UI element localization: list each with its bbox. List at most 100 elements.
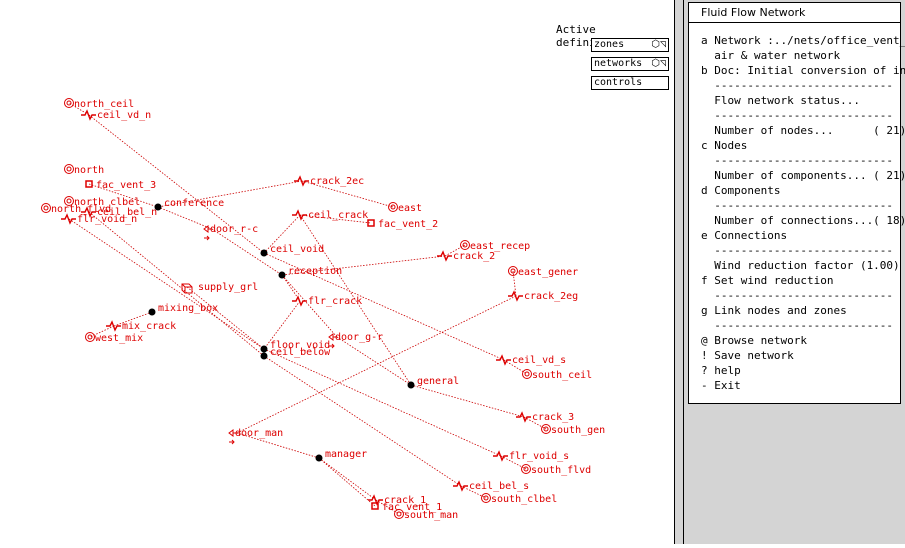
node-label: crack_2eg xyxy=(524,291,578,302)
connection-line xyxy=(236,295,517,434)
network-item-south_clbel[interactable]: south_clbel xyxy=(481,493,558,506)
network-item-fac_vent_2[interactable]: fac_vent_2 xyxy=(367,219,438,230)
network-item-flr_crack[interactable]: flr_crack xyxy=(292,295,362,307)
network-item-south_flvd[interactable]: south_flvd xyxy=(521,464,592,477)
network-item-conference[interactable]: conference xyxy=(154,198,225,211)
connection-line xyxy=(263,348,502,457)
network-diagram[interactable]: conferenceceil_voidreceptionmixing_boxfl… xyxy=(0,0,675,544)
door-component-icon xyxy=(203,225,212,233)
connection-line xyxy=(336,336,412,386)
network-item-ceil_crack[interactable]: ceil_crack xyxy=(292,209,368,221)
node-label: door_r-c xyxy=(210,224,258,235)
connection-line xyxy=(299,214,412,386)
node-label: south_flvd xyxy=(531,465,591,476)
node-dot-icon xyxy=(260,345,268,353)
network-item-ceil_below[interactable]: ceil_below xyxy=(260,347,332,360)
connection-line xyxy=(186,286,265,350)
network-item-fac_vent_3[interactable]: fac_vent_3 xyxy=(85,180,156,191)
node-label: east_recep xyxy=(470,241,530,252)
network-item-west_mix[interactable]: west_mix xyxy=(85,332,144,345)
boundary-node-icon xyxy=(521,464,531,474)
zones-toggle[interactable]: zones ⬡◹ xyxy=(591,38,669,52)
network-item-east[interactable]: east xyxy=(388,202,423,215)
crack-component-icon xyxy=(368,494,383,506)
network-item-ceil_vd_s[interactable]: ceil_vd_s xyxy=(496,354,566,366)
door-component-icon xyxy=(328,333,337,341)
network-item-crack_2[interactable]: crack_2 xyxy=(437,250,495,262)
door-component-icon xyxy=(228,429,237,437)
network-item-door_g-r[interactable]: door_g-r xyxy=(328,332,383,349)
controls-toggle[interactable]: controls xyxy=(591,76,669,90)
network-item-supply_grl[interactable]: supply_grl xyxy=(181,282,258,294)
network-item-door_man[interactable]: door_man xyxy=(228,428,283,445)
menu-item-browse[interactable]: @ Browse network xyxy=(701,334,807,347)
network-item-ceil_bel_s[interactable]: ceil_bel_s xyxy=(453,480,529,492)
connection-line xyxy=(236,432,320,459)
network-item-flr_void_n[interactable]: flr_void_n xyxy=(61,213,137,225)
network-item-north_clbel[interactable]: north_clbel xyxy=(64,196,141,209)
node-label: conference xyxy=(164,198,224,209)
network-item-crack_3[interactable]: crack_3 xyxy=(516,411,574,423)
menu-title: Fluid Flow Network xyxy=(689,3,900,23)
network-item-crack_2ec[interactable]: crack_2ec xyxy=(294,175,364,187)
panel-divider[interactable] xyxy=(675,0,684,544)
network-item-crack_2eg[interactable]: crack_2eg xyxy=(508,290,578,302)
networks-toggle[interactable]: networks ⬡◹ xyxy=(591,57,669,71)
node-label: north_clbel xyxy=(74,197,140,208)
network-item-general[interactable]: general xyxy=(407,376,460,389)
node-dot-icon xyxy=(407,381,415,389)
node-label: fac_vent_3 xyxy=(96,180,156,191)
menu-item-help[interactable]: ? help xyxy=(701,364,741,377)
menu-item-wind-reduction[interactable]: f Set wind reduction xyxy=(701,274,834,287)
menu-item-components[interactable]: d Components xyxy=(701,184,781,197)
node-label: ceil_vd_n xyxy=(97,110,151,121)
menu-item-nodes[interactable]: c Nodes xyxy=(701,139,748,152)
network-item-ceil_vd_n[interactable]: ceil_vd_n xyxy=(81,109,151,121)
connection-line xyxy=(281,274,301,302)
node-label: crack_1 xyxy=(384,495,426,506)
network-item-ceil_bel_n[interactable]: ceil_bel_n xyxy=(81,206,157,218)
network-item-manager[interactable]: manager xyxy=(315,449,368,462)
crack-component-icon xyxy=(292,295,307,307)
node-label: mixing_box xyxy=(158,303,218,314)
node-label: manager xyxy=(325,449,367,460)
network-item-north_ceil[interactable]: north_ceil xyxy=(64,98,135,111)
network-item-mixing_box[interactable]: mixing_box xyxy=(148,303,219,316)
network-item-mix_crack[interactable]: mix_crack xyxy=(106,320,176,332)
menu-doc[interactable]: b Doc: Initial conversion of in xyxy=(701,64,905,77)
network-canvas[interactable]: conference ceil_void reception mixing_box fl… xyxy=(0,0,675,544)
network-item-crack_1[interactable]: crack_1 xyxy=(368,494,426,506)
menu-item-save[interactable]: ! Save network xyxy=(701,349,794,362)
connection-line xyxy=(301,180,394,208)
menu-item-link-nodes[interactable]: g Link nodes and zones xyxy=(701,304,847,317)
node-label: general xyxy=(417,376,459,387)
node-label: door_g-r xyxy=(335,332,383,343)
node-dot-icon xyxy=(260,352,268,360)
crack-component-icon xyxy=(294,175,309,187)
network-item-reception[interactable]: reception xyxy=(278,266,343,279)
network-item-north[interactable]: north xyxy=(64,164,105,177)
network-item-east_recep[interactable]: east_recep xyxy=(460,240,531,253)
network-item-east_gener[interactable]: east_gener xyxy=(508,266,579,279)
boundary-node-icon xyxy=(64,196,74,206)
network-item-ceil_void[interactable]: ceil_void xyxy=(260,244,325,257)
vent-component-icon xyxy=(371,502,379,510)
network-item-floor_void[interactable]: floor_void xyxy=(260,340,331,353)
connection-line xyxy=(512,270,517,297)
menu-network-path[interactable]: a Network :../nets/office_vent_n xyxy=(701,34,905,47)
crack-component-icon xyxy=(493,450,508,462)
network-item-south_man[interactable]: south_man xyxy=(394,509,459,522)
network-item-door_r-c[interactable]: door_r-c xyxy=(203,224,258,241)
menu-item-exit[interactable]: - Exit xyxy=(701,379,741,392)
network-item-fac_vent_1[interactable]: fac_vent_1 xyxy=(371,502,442,513)
node-dot-icon xyxy=(278,271,286,279)
network-item-south_gen[interactable]: south_gen xyxy=(541,424,606,437)
network-item-north_flvd[interactable]: north_flvd xyxy=(41,203,112,216)
networks-label: networks xyxy=(594,58,643,69)
node-label: floor_void xyxy=(270,340,330,351)
menu-item-connections[interactable]: e Connections xyxy=(701,229,788,242)
node-label: south_clbel xyxy=(491,494,557,505)
network-item-south_ceil[interactable]: south_ceil xyxy=(522,369,593,382)
network-item-flr_void_s[interactable]: flr_void_s xyxy=(493,450,569,462)
node-label: fac_vent_1 xyxy=(382,502,442,513)
